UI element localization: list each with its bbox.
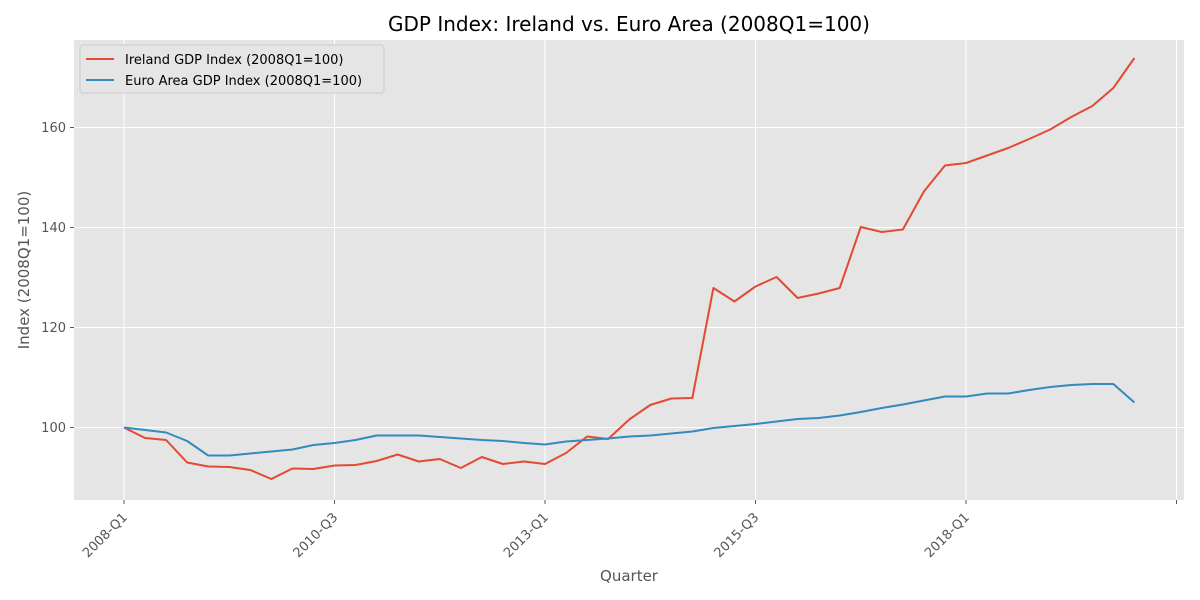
y-tick-label: 100 — [41, 421, 66, 436]
chart-title: GDP Index: Ireland vs. Euro Area (2008Q1… — [388, 12, 870, 36]
legend-label-ireland: Ireland GDP Index (2008Q1=100) — [125, 53, 344, 68]
plot-area — [74, 40, 1184, 500]
legend-box — [79, 44, 385, 94]
x-axis-label: Quarter — [600, 567, 659, 585]
y-axis-label: Index (2008Q1=100) — [15, 191, 33, 350]
y-tick-label: 140 — [41, 221, 66, 236]
series-line-ireland — [123, 57, 1136, 480]
legend: Ireland GDP Index (2008Q1=100) Euro Area… — [79, 44, 385, 94]
series-line-euro-area — [123, 383, 1136, 457]
series-layer — [123, 57, 1136, 480]
legend-label-euro-area: Euro Area GDP Index (2008Q1=100) — [125, 74, 362, 89]
y-tick-label: 120 — [41, 321, 66, 336]
y-axis-ticks: 100 120 140 160 — [41, 121, 74, 436]
grid-lines — [74, 40, 1184, 500]
y-tick-label: 160 — [41, 121, 66, 136]
